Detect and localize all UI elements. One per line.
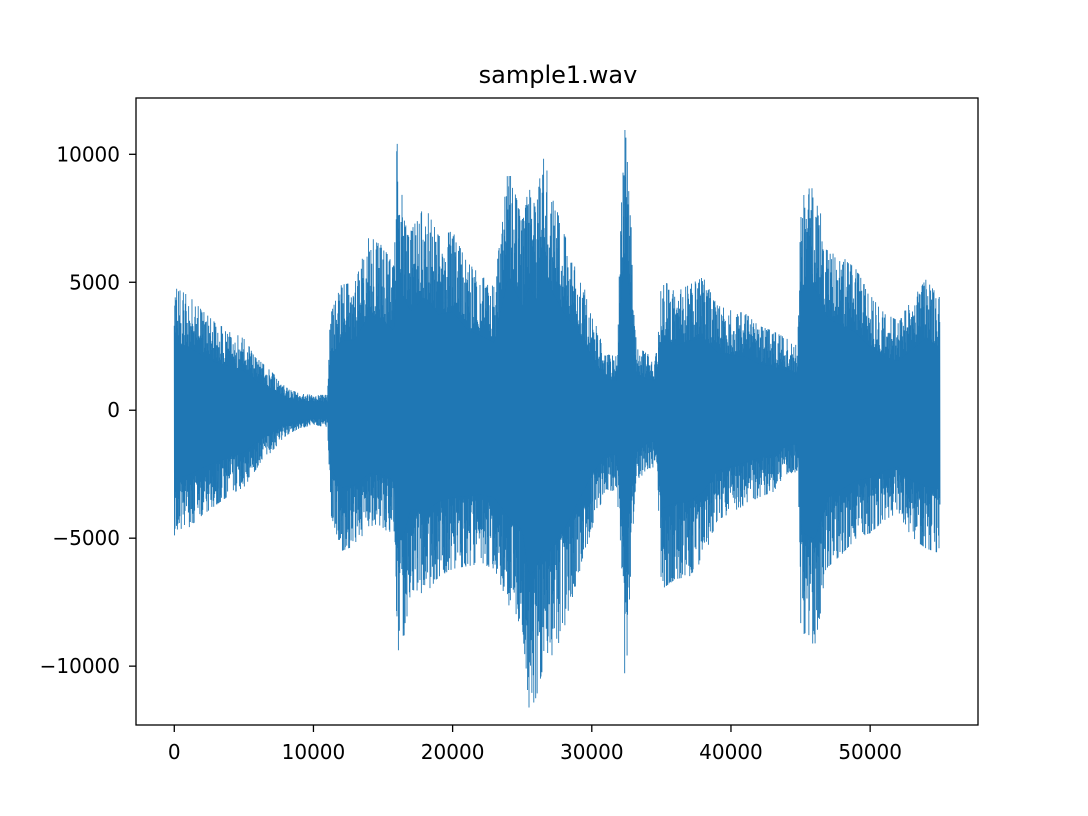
- chart-title: sample1.wav: [479, 61, 638, 89]
- x-tick-label: 10000: [282, 740, 346, 764]
- y-tick-label: −5000: [52, 526, 120, 550]
- y-tick-label: 0: [107, 398, 120, 422]
- waveform-core-fill: [174, 260, 940, 576]
- y-tick-label: −10000: [40, 654, 120, 678]
- x-tick-label: 50000: [838, 740, 902, 764]
- x-tick-label: 40000: [699, 740, 763, 764]
- axes: 0 10000 20000 30000 40000 50000 −10000 −5000 0 50…: [40, 97, 979, 764]
- plot-area: [173, 129, 941, 708]
- x-tick-label: 30000: [560, 740, 624, 764]
- y-tick-label: 5000: [69, 270, 120, 294]
- axes-frame: [135, 97, 979, 726]
- y-tick-label: 10000: [56, 142, 120, 166]
- x-tick-label: 0: [168, 740, 181, 764]
- x-tick-label: 20000: [421, 740, 485, 764]
